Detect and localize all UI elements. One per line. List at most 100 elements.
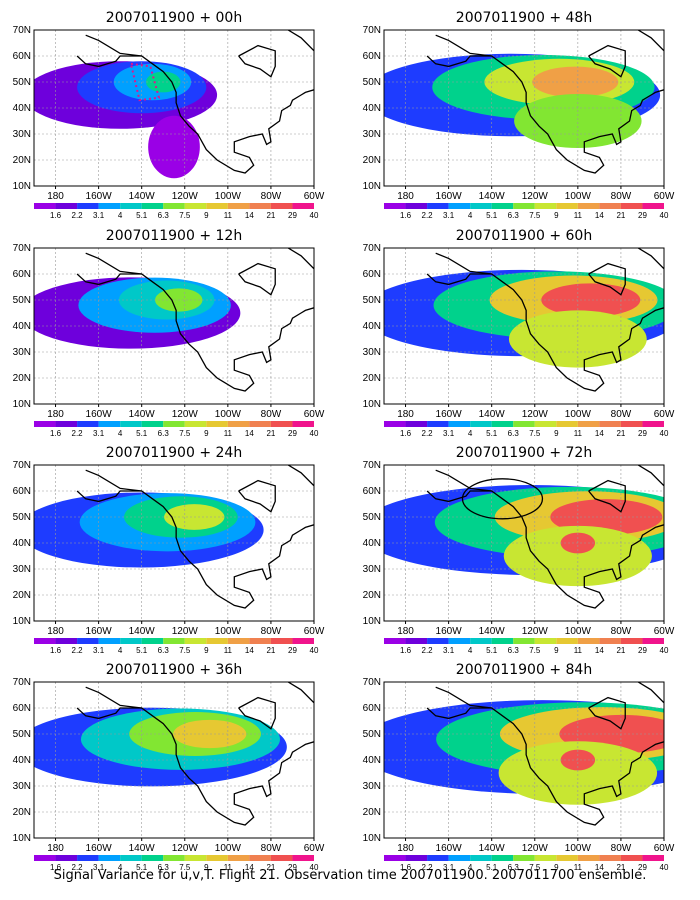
panel-84h: 2007011900 + 84h 180 160W 140W 120W 100W 80W 60… (363, 662, 675, 872)
y-tick-label: 40N (363, 321, 381, 332)
colorbar-swatch (448, 421, 471, 427)
variance-contour (498, 741, 658, 805)
y-tick-label: 10N (363, 616, 381, 627)
colorbar-label: 40 (310, 429, 319, 438)
colorbar-label: 5.1 (486, 211, 498, 220)
colorbar-swatch (34, 638, 56, 644)
colorbar-label: 9 (204, 646, 209, 655)
colorbar-label: 2.2 (422, 211, 434, 220)
colorbar-swatch (120, 421, 142, 427)
colorbar-swatch (34, 421, 56, 427)
coastline (435, 34, 664, 174)
map-frame (383, 681, 665, 839)
x-tick-label: 80W (261, 409, 282, 420)
colorbar-label: 6.3 (158, 211, 170, 220)
y-tick-label: 60N (363, 486, 381, 497)
colorbar-label: 1.6 (50, 211, 62, 220)
colorbar-swatch (384, 855, 406, 861)
x-tick-label: 80W (261, 626, 282, 637)
y-tick-label: 20N (363, 807, 381, 818)
colorbar-swatch (227, 421, 250, 427)
x-tick-label: 180 (397, 409, 414, 420)
colorbar-label: 7.5 (179, 429, 191, 438)
y-tick-label: 30N (363, 129, 381, 140)
colorbar-swatch (292, 855, 314, 861)
y-tick-label: 70N (13, 677, 31, 688)
colorbar-label: 5.1 (486, 429, 498, 438)
colorbar-swatch (427, 855, 449, 861)
colorbar-swatch (141, 203, 164, 209)
y-tick-label: 70N (13, 243, 31, 254)
colorbar-swatch (491, 638, 514, 644)
targeting-flight-box (129, 62, 161, 102)
colorbar-label: 6.3 (158, 646, 170, 655)
colorbar-label: 2.2 (72, 646, 84, 655)
panel-title: 2007011900 + 12h (106, 228, 242, 244)
colorbar-swatch (98, 203, 121, 209)
colorbar-label: 1.6 (50, 863, 62, 872)
coastline (76, 273, 142, 286)
coastline (287, 248, 314, 270)
colorbar-label: 1.6 (400, 646, 412, 655)
variance-field (34, 465, 314, 621)
colorbar-swatch (577, 203, 600, 209)
panel-60h: 2007011900 + 60h 180 160W 140W 120W 100W 80W 60… (363, 228, 675, 438)
colorbar-label: 21 (266, 211, 275, 220)
x-tick-label: 160W (86, 191, 113, 202)
colorbar-label: 11 (224, 863, 233, 872)
colorbar-label: 21 (616, 429, 625, 438)
colorbar-label: 2.2 (72, 863, 84, 872)
colorbar-label: 9 (554, 211, 559, 220)
y-tick-label: 40N (363, 103, 381, 114)
colorbar-label: 1.6 (400, 211, 412, 220)
map-frame (383, 247, 665, 405)
colorbar-label: 11 (224, 646, 233, 655)
y-tick-label: 20N (13, 373, 31, 384)
colorbar-label: 14 (595, 211, 604, 220)
colorbar-label: 7.5 (529, 863, 541, 872)
x-tick-label: 180 (397, 843, 414, 854)
colorbar-swatch (98, 421, 121, 427)
x-tick-label: 100W (565, 409, 592, 420)
colorbar-swatch (292, 638, 314, 644)
x-tick-label: 60W (654, 191, 675, 202)
colorbar-label: 11 (574, 863, 583, 872)
y-tick-label: 70N (363, 677, 381, 688)
panel-title: 2007011900 + 24h (106, 445, 242, 461)
x-tick-label: 60W (654, 843, 675, 854)
colorbar-swatch (163, 638, 185, 644)
colorbar-swatch (556, 855, 578, 861)
variance-field (34, 682, 314, 838)
y-tick-label: 60N (13, 703, 31, 714)
colorbar-label: 7.5 (529, 211, 541, 220)
colorbar-label: 1.6 (50, 646, 62, 655)
colorbar-label: 14 (245, 211, 254, 220)
colorbar-swatch (556, 203, 578, 209)
x-tick-label: 100W (565, 843, 592, 854)
variance-contour (532, 66, 619, 98)
x-tick-label: 180 (47, 409, 64, 420)
colorbar-label: 3.1 (93, 863, 105, 872)
colorbar-label: 2.2 (72, 429, 84, 438)
colorbar-swatch (534, 203, 557, 209)
colorbar-swatch (577, 638, 600, 644)
colorbar-label: 40 (660, 429, 669, 438)
y-tick-label: 70N (363, 460, 381, 471)
colorbar-label: 7.5 (179, 863, 191, 872)
colorbar-label: 2.2 (72, 211, 84, 220)
colorbar-label: 3.1 (93, 429, 105, 438)
colorbar-label: 29 (638, 211, 647, 220)
colorbar-swatch (34, 855, 56, 861)
colorbar-label: 21 (266, 429, 275, 438)
colorbar-label: 29 (288, 211, 297, 220)
colorbar-swatch (77, 638, 99, 644)
colorbar-swatch (141, 855, 164, 861)
colorbar-label: 4 (118, 211, 123, 220)
coastline (238, 262, 276, 296)
coastline (85, 252, 314, 392)
colorbar-label: 9 (554, 646, 559, 655)
colorbar-swatch (620, 638, 643, 644)
colorbar-swatch (556, 421, 578, 427)
colorbar-label: 9 (204, 211, 209, 220)
colorbar-label: 5.1 (136, 646, 148, 655)
